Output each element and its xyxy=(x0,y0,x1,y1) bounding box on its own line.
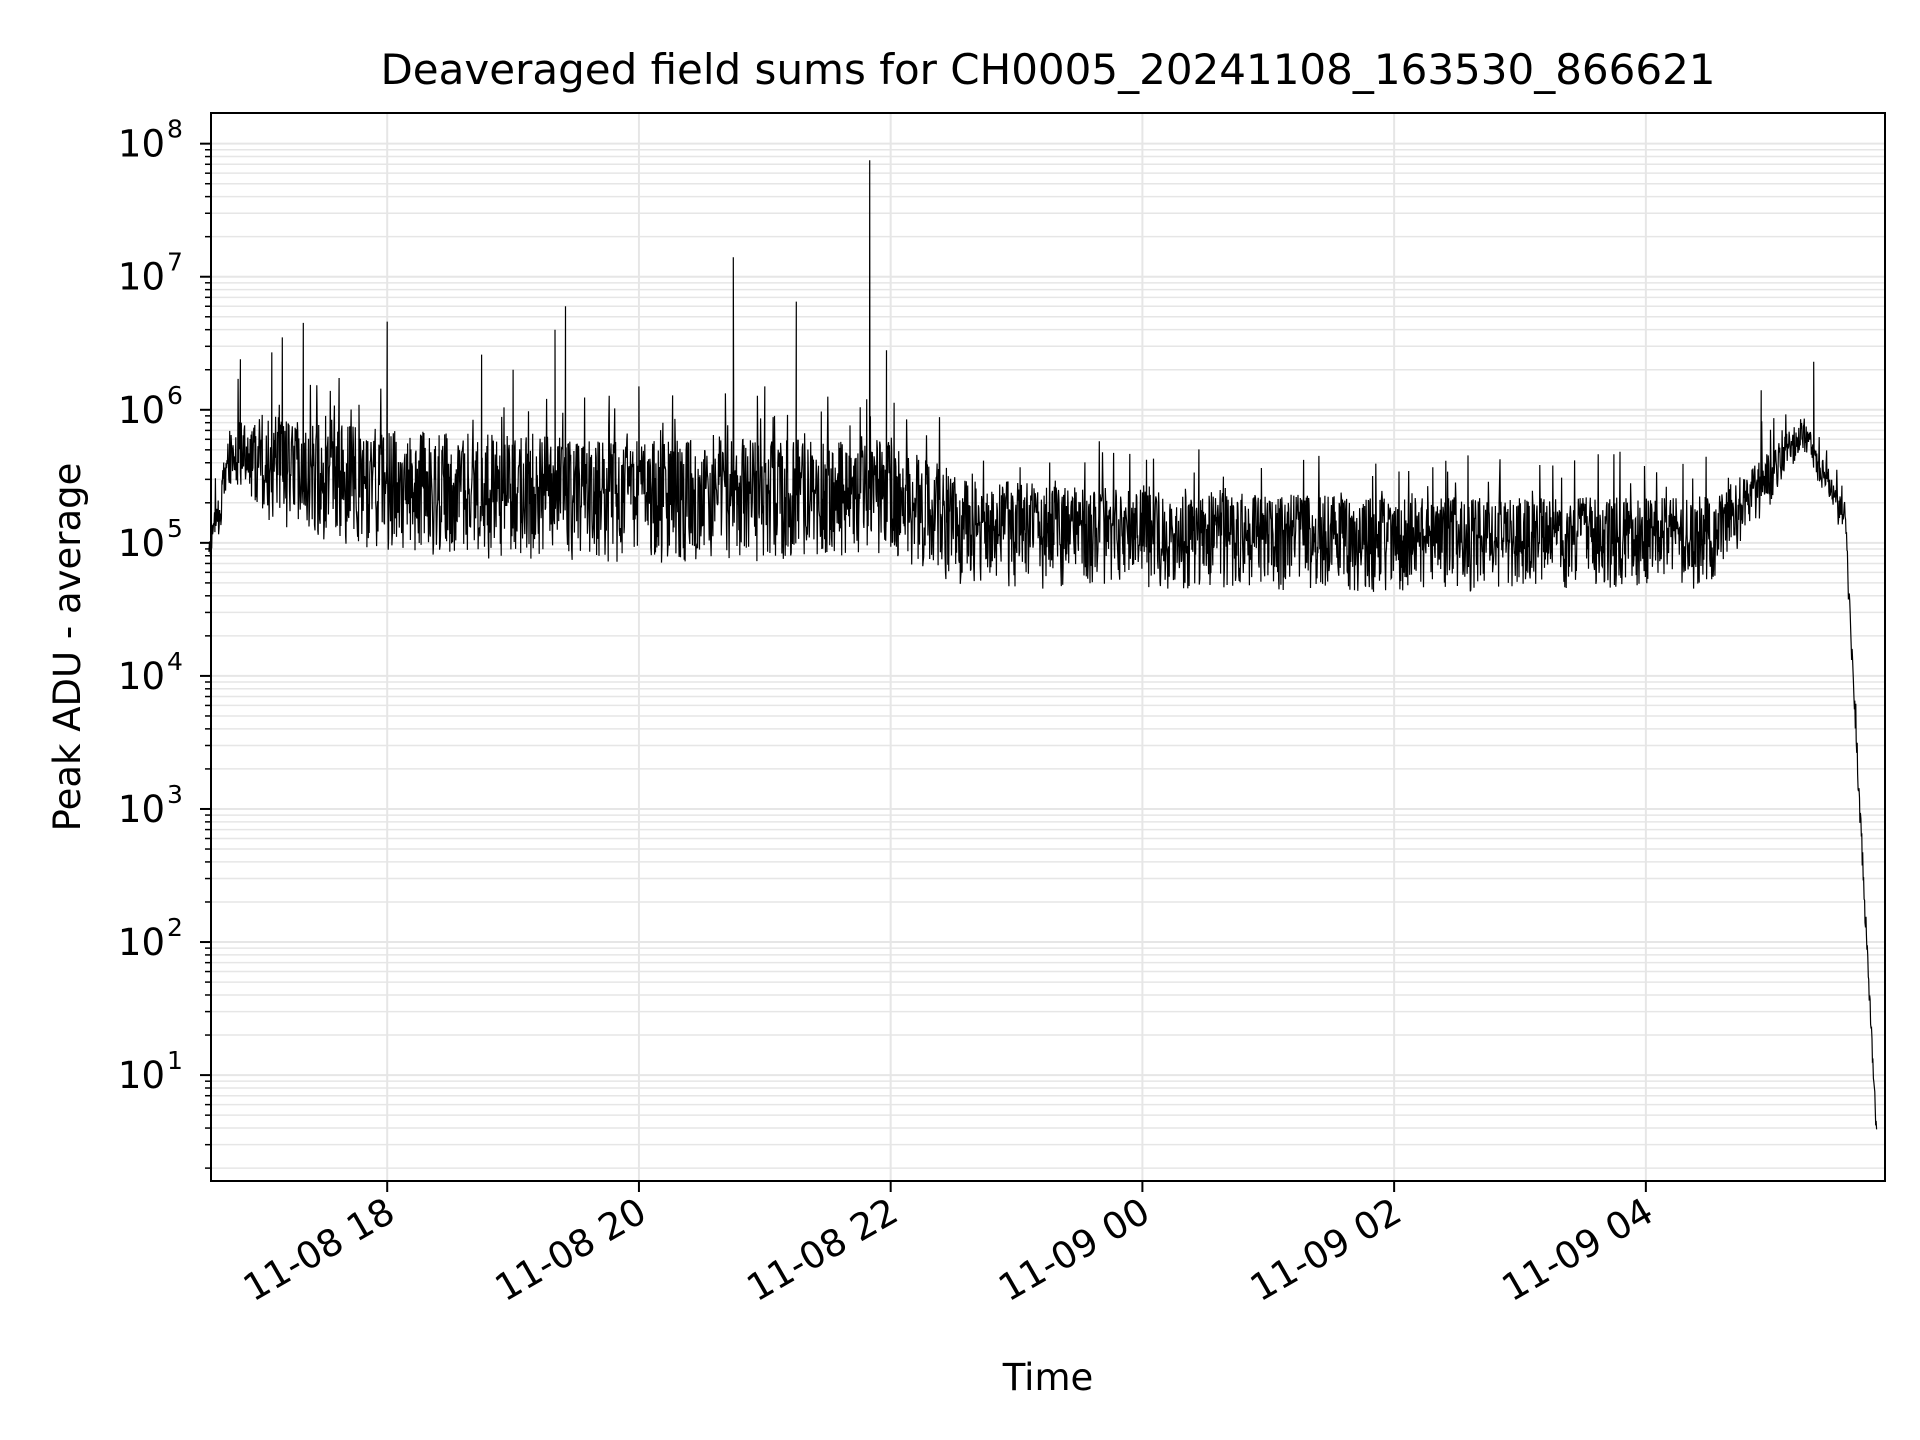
y-axis-label: Peak ADU - average xyxy=(46,463,89,832)
chart-title: Deaveraged field sums for CH0005_2024110… xyxy=(380,45,1715,94)
y-tick-label: 10 xyxy=(118,1054,165,1097)
y-tick-exponent: 5 xyxy=(167,514,183,543)
y-tick-label: 10 xyxy=(118,389,165,432)
y-tick-exponent: 2 xyxy=(167,913,183,942)
series-line xyxy=(208,160,1878,1130)
y-tick-exponent: 6 xyxy=(167,381,183,410)
y-tick-label: 10 xyxy=(118,921,165,964)
y-tick-label: 10 xyxy=(118,655,165,698)
y-tick-label: 10 xyxy=(118,256,165,299)
y-tick-exponent: 3 xyxy=(167,780,183,809)
y-tick-label: 10 xyxy=(118,788,165,831)
y-tick-exponent: 1 xyxy=(167,1046,183,1075)
plot-frame xyxy=(210,112,1886,1182)
y-tick-exponent: 8 xyxy=(167,115,183,144)
x-axis-label: Time xyxy=(1002,1356,1094,1399)
y-tick-label: 10 xyxy=(118,123,165,166)
y-tick-exponent: 7 xyxy=(167,248,183,277)
grid xyxy=(211,113,1885,1181)
y-tick-exponent: 4 xyxy=(167,647,183,676)
y-tick-label: 10 xyxy=(118,522,165,565)
